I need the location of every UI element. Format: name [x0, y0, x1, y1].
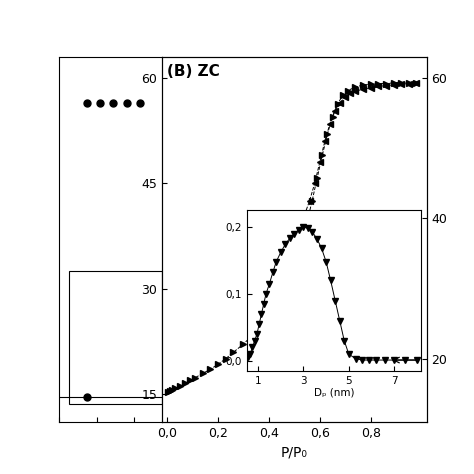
X-axis label: P/P₀: P/P₀ — [281, 445, 308, 459]
Text: (B) ZC: (B) ZC — [167, 64, 220, 79]
FancyBboxPatch shape — [69, 271, 162, 404]
